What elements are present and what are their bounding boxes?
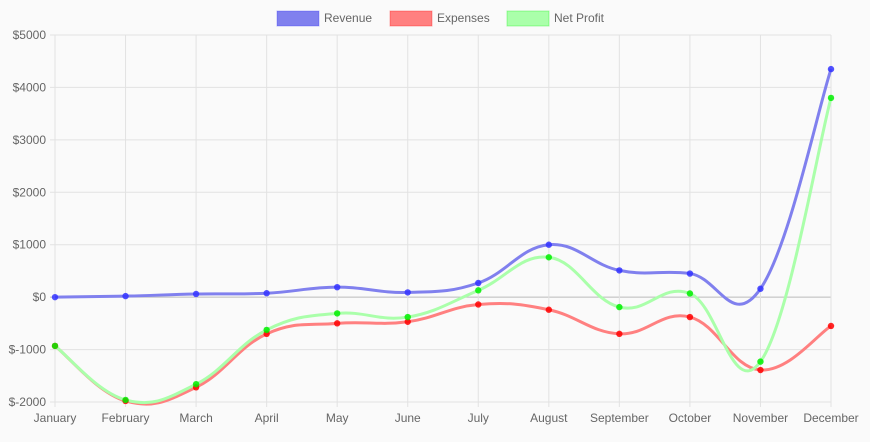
data-point-net-profit[interactable] bbox=[263, 326, 270, 334]
y-axis: $5000 $4000 $3000 $2000 $1000 $0 $-1000 $-2000 bbox=[9, 28, 47, 409]
data-point-expenses[interactable] bbox=[404, 318, 411, 325]
data-point-net-profit[interactable] bbox=[122, 396, 129, 404]
legend-item-expenses[interactable]: Expenses bbox=[389, 10, 490, 27]
data-point-revenue[interactable] bbox=[333, 283, 341, 291]
series-line-net-profit bbox=[54, 97, 833, 405]
series-points bbox=[51, 65, 835, 405]
data-point-net-profit[interactable] bbox=[475, 287, 482, 294]
data-point-revenue[interactable] bbox=[545, 241, 553, 248]
data-point-net-profit[interactable] bbox=[51, 342, 59, 350]
data-point-net-profit[interactable] bbox=[192, 380, 200, 388]
grid bbox=[50, 34, 832, 407]
y-tick-label: $4000 bbox=[13, 80, 47, 94]
data-point-revenue[interactable] bbox=[475, 279, 482, 287]
x-tick-label: March bbox=[179, 411, 212, 425]
series-line-revenue bbox=[54, 68, 833, 306]
legend-swatch bbox=[506, 10, 550, 27]
y-tick-label: $-1000 bbox=[9, 343, 47, 357]
data-point-expenses[interactable] bbox=[475, 301, 482, 308]
legend-swatch bbox=[276, 10, 320, 27]
y-tick-label: $0 bbox=[33, 290, 47, 304]
data-point-revenue[interactable] bbox=[122, 292, 129, 300]
y-tick-label: $2000 bbox=[13, 185, 47, 199]
legend-label: Net Profit bbox=[554, 11, 605, 25]
legend-swatch bbox=[389, 10, 433, 27]
data-point-revenue[interactable] bbox=[263, 290, 270, 297]
legend-item-net-profit[interactable]: Net Profit bbox=[506, 10, 605, 27]
data-point-revenue[interactable] bbox=[192, 290, 200, 298]
data-point-net-profit[interactable] bbox=[827, 94, 835, 102]
data-point-revenue[interactable] bbox=[51, 293, 59, 301]
data-point-expenses[interactable] bbox=[757, 366, 764, 374]
legend: Revenue Expenses Net Profit bbox=[276, 10, 605, 27]
data-point-net-profit[interactable] bbox=[333, 310, 341, 317]
data-point-revenue[interactable] bbox=[616, 267, 623, 274]
data-point-net-profit[interactable] bbox=[545, 254, 553, 261]
x-tick-label: December bbox=[803, 411, 858, 425]
x-tick-label: August bbox=[530, 411, 568, 425]
data-point-expenses[interactable] bbox=[616, 330, 623, 338]
data-point-net-profit[interactable] bbox=[757, 358, 764, 365]
y-tick-label: $3000 bbox=[13, 133, 47, 147]
x-tick-label: February bbox=[102, 411, 150, 425]
series-lines bbox=[54, 68, 833, 406]
x-tick-label: April bbox=[255, 411, 279, 425]
data-point-net-profit[interactable] bbox=[404, 313, 411, 321]
legend-item-revenue[interactable]: Revenue bbox=[276, 10, 372, 27]
data-point-net-profit[interactable] bbox=[686, 290, 694, 297]
x-tick-label: November bbox=[733, 411, 788, 425]
x-tick-label: October bbox=[669, 411, 712, 425]
y-tick-label: $5000 bbox=[13, 28, 47, 42]
x-tick-label: May bbox=[326, 411, 349, 425]
data-point-expenses[interactable] bbox=[545, 306, 553, 313]
y-tick-label: $1000 bbox=[13, 238, 47, 252]
legend-label: Revenue bbox=[324, 11, 372, 25]
x-tick-label: July bbox=[468, 411, 489, 425]
data-point-expenses[interactable] bbox=[686, 313, 694, 321]
x-tick-label: January bbox=[34, 411, 77, 425]
x-tick-label: September bbox=[590, 411, 649, 425]
data-point-revenue[interactable] bbox=[757, 285, 764, 292]
data-point-revenue[interactable] bbox=[827, 65, 835, 73]
y-tick-label: $-2000 bbox=[9, 395, 47, 409]
data-point-net-profit[interactable] bbox=[616, 303, 623, 311]
data-point-expenses[interactable] bbox=[333, 320, 341, 327]
x-tick-label: June bbox=[395, 411, 421, 425]
data-point-expenses[interactable] bbox=[827, 322, 835, 330]
data-point-revenue[interactable] bbox=[686, 270, 694, 277]
legend-label: Expenses bbox=[437, 11, 490, 25]
x-axis: January February March April May June July Augu… bbox=[34, 411, 859, 425]
series-line-expenses bbox=[54, 301, 832, 406]
data-point-revenue[interactable] bbox=[404, 289, 411, 296]
